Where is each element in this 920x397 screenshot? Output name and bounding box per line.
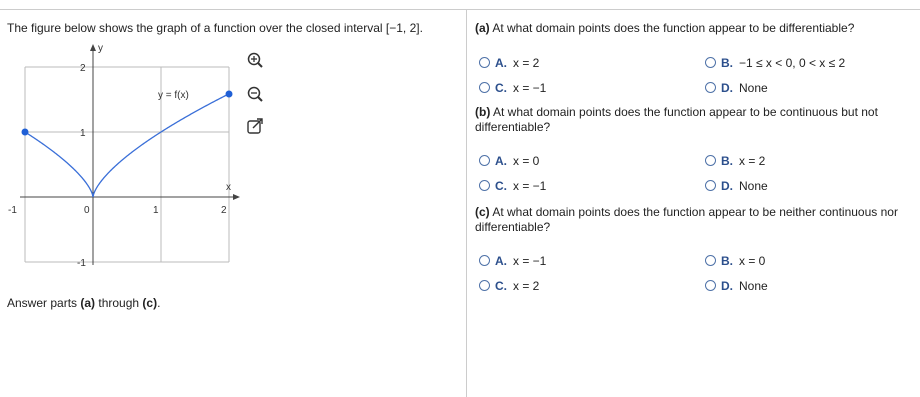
- option[interactable]: A. x = 0: [479, 154, 539, 168]
- option[interactable]: A. x = −1: [479, 254, 546, 268]
- curve-label: y = f(x): [158, 90, 189, 101]
- radio-button[interactable]: [479, 255, 490, 266]
- option-letter: C.: [495, 81, 507, 95]
- option-text: None: [739, 81, 768, 95]
- radio-button[interactable]: [705, 280, 716, 291]
- option-letter: C.: [495, 179, 507, 193]
- radio-button[interactable]: [479, 155, 490, 166]
- option[interactable]: C. x = 2: [479, 279, 539, 293]
- footer-part: (a): [80, 296, 96, 310]
- grid: [24, 66, 230, 263]
- question-label: (c): [475, 205, 490, 219]
- option[interactable]: B. x = 2: [705, 154, 765, 168]
- option-text: x = 0: [739, 254, 766, 268]
- option-letter: A.: [495, 254, 507, 268]
- option[interactable]: A. x = 2: [479, 56, 539, 70]
- intro-text: The figure below shows the graph of a fu…: [7, 21, 423, 35]
- footer-part: (c): [142, 296, 158, 310]
- curve: [24, 93, 230, 198]
- x-tick-label: 0: [84, 205, 90, 216]
- question-label: (a): [475, 21, 490, 35]
- question-text: At what domain points does the function …: [475, 205, 898, 234]
- radio-button[interactable]: [705, 180, 716, 191]
- option-text: x = −1: [513, 179, 547, 193]
- radio-button[interactable]: [479, 57, 490, 68]
- footer-part: Answer parts: [7, 296, 81, 310]
- option-letter: A.: [495, 56, 507, 70]
- option[interactable]: B. x = 0: [705, 254, 765, 268]
- endpoint: [225, 90, 233, 98]
- option-letter: A.: [495, 154, 507, 168]
- x-axis-label: x: [226, 182, 231, 193]
- endpoint: [21, 128, 29, 136]
- x-tick-label: -1: [8, 205, 17, 216]
- y-tick-label: -1: [77, 258, 86, 269]
- footer-part: .: [157, 296, 161, 310]
- radio-button[interactable]: [479, 180, 490, 191]
- footer-part: through: [95, 296, 143, 310]
- option-text: x = −1: [513, 81, 547, 95]
- option-text: None: [739, 279, 768, 293]
- option-text: x = 2: [739, 154, 766, 168]
- radio-button[interactable]: [479, 280, 490, 291]
- radio-button[interactable]: [705, 82, 716, 93]
- question: (a) At what domain points does the funct…: [475, 21, 915, 35]
- top-border: [0, 9, 920, 10]
- footer-text: Answer parts (a) through (c).: [7, 296, 160, 310]
- option-text: x = 2: [513, 279, 540, 293]
- y-tick-label: 2: [80, 63, 86, 74]
- open-external-icon[interactable]: [247, 118, 263, 134]
- question: (c) At what domain points does the funct…: [475, 205, 915, 235]
- option-letter: D.: [721, 179, 733, 193]
- zoom-out-icon[interactable]: [247, 86, 263, 102]
- graph: y x -1 0 1 2 2 1 -1 y = f(x): [8, 43, 263, 269]
- option-letter: C.: [495, 279, 507, 293]
- option-letter: D.: [721, 279, 733, 293]
- option[interactable]: D. None: [705, 279, 768, 293]
- y-tick-label: 1: [80, 128, 86, 139]
- option-letter: B.: [721, 254, 733, 268]
- option[interactable]: D. None: [705, 179, 768, 193]
- question-text: At what domain points does the function …: [475, 105, 878, 134]
- x-tick-label: 1: [153, 205, 159, 216]
- option-text: None: [739, 179, 768, 193]
- option[interactable]: B. −1 ≤ x < 0, 0 < x ≤ 2: [705, 56, 845, 70]
- question-label: (b): [475, 105, 491, 119]
- radio-button[interactable]: [705, 155, 716, 166]
- option-text: x = 2: [513, 56, 540, 70]
- option-letter: B.: [721, 56, 733, 70]
- option[interactable]: C. x = −1: [479, 81, 546, 95]
- zoom-in-icon[interactable]: [247, 52, 263, 68]
- question: (b) At what domain points does the funct…: [475, 105, 915, 135]
- option-text: x = −1: [513, 254, 547, 268]
- x-arrow: [233, 194, 240, 200]
- radio-button[interactable]: [479, 82, 490, 93]
- divider: [466, 10, 467, 397]
- radio-button[interactable]: [705, 255, 716, 266]
- question-text: At what domain points does the function …: [492, 21, 855, 35]
- y-arrow: [90, 44, 96, 51]
- option[interactable]: D. None: [705, 81, 768, 95]
- option-letter: D.: [721, 81, 733, 95]
- option-letter: B.: [721, 154, 733, 168]
- option-text: −1 ≤ x < 0, 0 < x ≤ 2: [739, 56, 846, 70]
- x-tick-label: 2: [221, 205, 227, 216]
- option[interactable]: C. x = −1: [479, 179, 546, 193]
- option-text: x = 0: [513, 154, 540, 168]
- y-axis-label: y: [98, 43, 103, 54]
- radio-button[interactable]: [705, 57, 716, 68]
